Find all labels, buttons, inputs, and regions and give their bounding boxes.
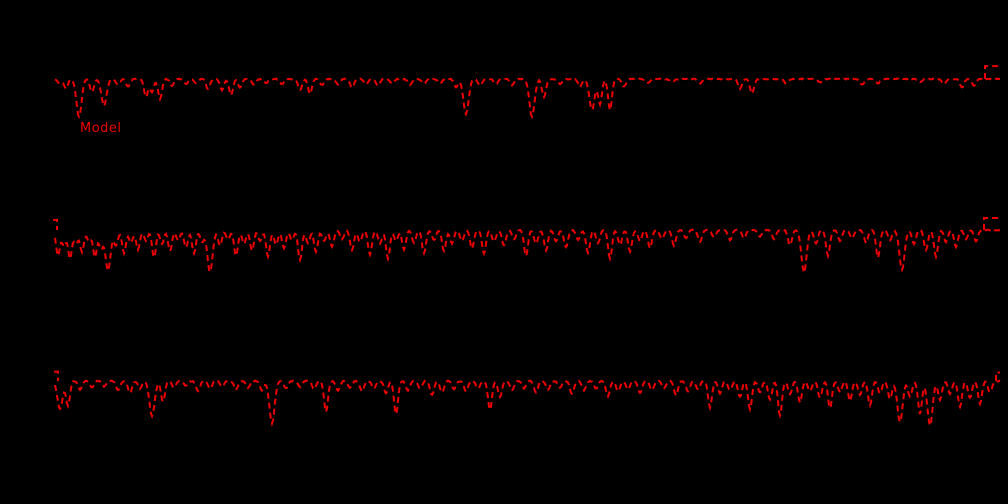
left-edge-step-panel-2 [53, 218, 58, 230]
right-edge-step-panel-1 [984, 65, 1000, 79]
model-spectrum-panel-1 [54, 77, 1001, 120]
model-legend-label: Model [80, 121, 122, 136]
right-edge-step-panel-2 [983, 217, 1000, 230]
model-spectrum-panel-2 [54, 228, 1001, 277]
right-edge-step-panel-3 [995, 371, 1000, 381]
left-edge-step-panel-3 [54, 370, 59, 381]
model-spectrum-panel-3 [54, 379, 1001, 430]
